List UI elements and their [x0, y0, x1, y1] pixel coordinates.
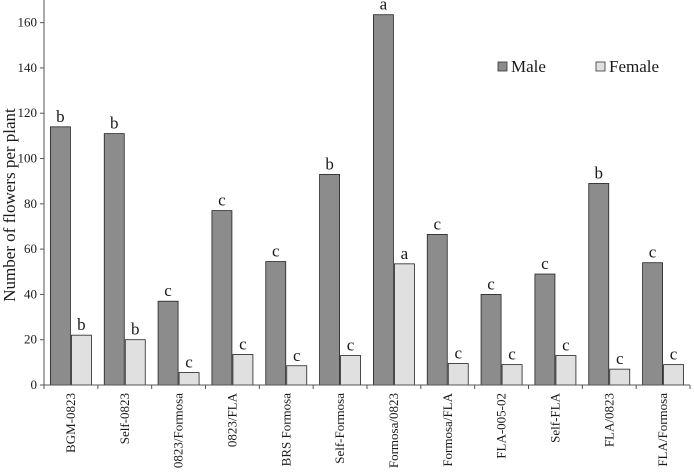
significance-label-male: b — [595, 163, 604, 182]
y-tick-label: 0 — [31, 377, 38, 392]
bar-female — [286, 365, 308, 386]
bar-male — [50, 126, 71, 386]
significance-label-male: c — [649, 243, 657, 262]
y-tick-label: 40 — [24, 286, 37, 301]
significance-label-female: c — [670, 345, 678, 364]
significance-label-male: a — [380, 0, 388, 14]
legend-swatch-female — [595, 61, 606, 72]
bar-female — [394, 263, 415, 386]
y-tick-label: 20 — [24, 332, 37, 347]
significance-label-female: c — [185, 353, 193, 372]
bar-female — [501, 364, 523, 386]
y-tick-label: 60 — [24, 241, 37, 256]
significance-label-male: c — [541, 254, 549, 273]
significance-label-male: b — [325, 154, 334, 173]
bar-female — [447, 363, 469, 386]
legend: Male Female — [497, 57, 659, 76]
significance-label-female: b — [77, 315, 86, 334]
category-label: Formosa/FLA — [440, 392, 455, 466]
significance-label-male: b — [110, 114, 119, 133]
bar-male — [103, 133, 125, 386]
bar-male — [588, 183, 610, 386]
significance-label-female: c — [562, 336, 570, 355]
category-label: Self-0823 — [117, 393, 132, 444]
bar-male — [373, 14, 394, 386]
y-tick-label: 80 — [24, 196, 37, 211]
bar-male — [534, 273, 556, 386]
bar-female — [124, 339, 146, 386]
y-tick-label: 100 — [18, 151, 38, 166]
category-label: BRS Formosa — [278, 393, 293, 467]
bar-female — [178, 372, 200, 386]
significance-label-male: b — [56, 107, 65, 126]
y-tick-label: 120 — [18, 105, 38, 120]
y-axis-title: Number of flowers per plant — [0, 108, 19, 302]
category-label: Formosa/0823 — [386, 393, 401, 468]
bar-male — [480, 294, 502, 386]
category-label: FLA/0823 — [601, 393, 616, 447]
significance-labels-layer: b b b b c c c c c c b c a a c c c c c c b c c c — [56, 0, 678, 372]
legend-swatch-male — [497, 61, 508, 72]
significance-label-female: c — [239, 334, 247, 353]
y-tick-label: 140 — [18, 60, 38, 75]
significance-label-male: c — [218, 191, 226, 210]
axes-layer: BGM-0823 Self-0823 0823/Formosa 0823/FLA BRS… — [18, 0, 691, 468]
bar-female — [71, 334, 92, 386]
significance-label-male: c — [164, 281, 172, 300]
category-label: BGM-0823 — [63, 393, 78, 453]
significance-label-female: c — [293, 346, 301, 365]
significance-label-male: c — [433, 214, 441, 233]
significance-label-male: c — [487, 274, 495, 293]
bar-male — [319, 173, 340, 386]
bars-layer — [50, 14, 684, 386]
legend-label-male: Male — [511, 57, 546, 76]
bar-female — [340, 355, 361, 386]
category-label: Self-Formosa — [332, 393, 347, 464]
bar-male — [157, 300, 179, 386]
significance-label-female: a — [401, 244, 409, 263]
significance-label-female: c — [454, 343, 462, 362]
significance-label-female: c — [508, 345, 516, 364]
bar-female — [555, 355, 577, 386]
significance-label-male: c — [272, 242, 280, 261]
significance-label-female: c — [616, 349, 624, 368]
significance-label-female: b — [131, 320, 140, 339]
bar-male — [426, 233, 448, 386]
significance-label-female: c — [347, 336, 355, 355]
bar-female — [609, 368, 631, 386]
legend-label-female: Female — [609, 57, 659, 76]
bar-male — [265, 261, 287, 386]
category-label: FLA-005-02 — [494, 393, 509, 459]
category-label: 0823/FLA — [224, 392, 239, 447]
y-tick-label: 160 — [18, 15, 38, 30]
category-label: 0823/Formosa — [171, 393, 186, 468]
category-label: Self-FLA — [547, 392, 562, 442]
bar-male — [211, 210, 233, 386]
bar-female — [663, 364, 684, 386]
bar-female — [232, 354, 254, 386]
bar-male — [642, 262, 663, 386]
category-label: FLA/Formosa — [655, 393, 670, 467]
